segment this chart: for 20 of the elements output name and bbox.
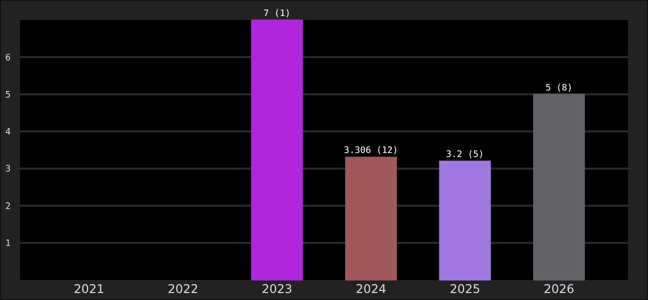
bar: [439, 160, 491, 280]
y-tick-label: 3: [5, 164, 11, 175]
bar: [251, 20, 303, 280]
x-tick-label: 2026: [544, 282, 574, 296]
bar: [533, 94, 585, 280]
y-tick-label: 5: [5, 90, 11, 100]
y-tick-label: 4: [5, 128, 11, 138]
data-label: 5 (8): [545, 83, 573, 94]
bar: [345, 156, 397, 280]
x-tick-label: 2022: [168, 282, 198, 296]
x-tick-label: 2025: [450, 282, 480, 296]
x-tick-label: 2021: [74, 282, 104, 296]
y-tick-label: 1: [5, 239, 11, 250]
data-label: 3.306 (12): [344, 146, 398, 156]
x-tick-label: 2023: [262, 282, 292, 296]
y-tick-label: 6: [5, 53, 11, 64]
data-label: 3.2 (5): [446, 150, 484, 160]
x-tick-label: 2024: [356, 282, 386, 296]
data-label: 7 (1): [263, 9, 291, 19]
y-tick-label: 2: [5, 202, 11, 212]
